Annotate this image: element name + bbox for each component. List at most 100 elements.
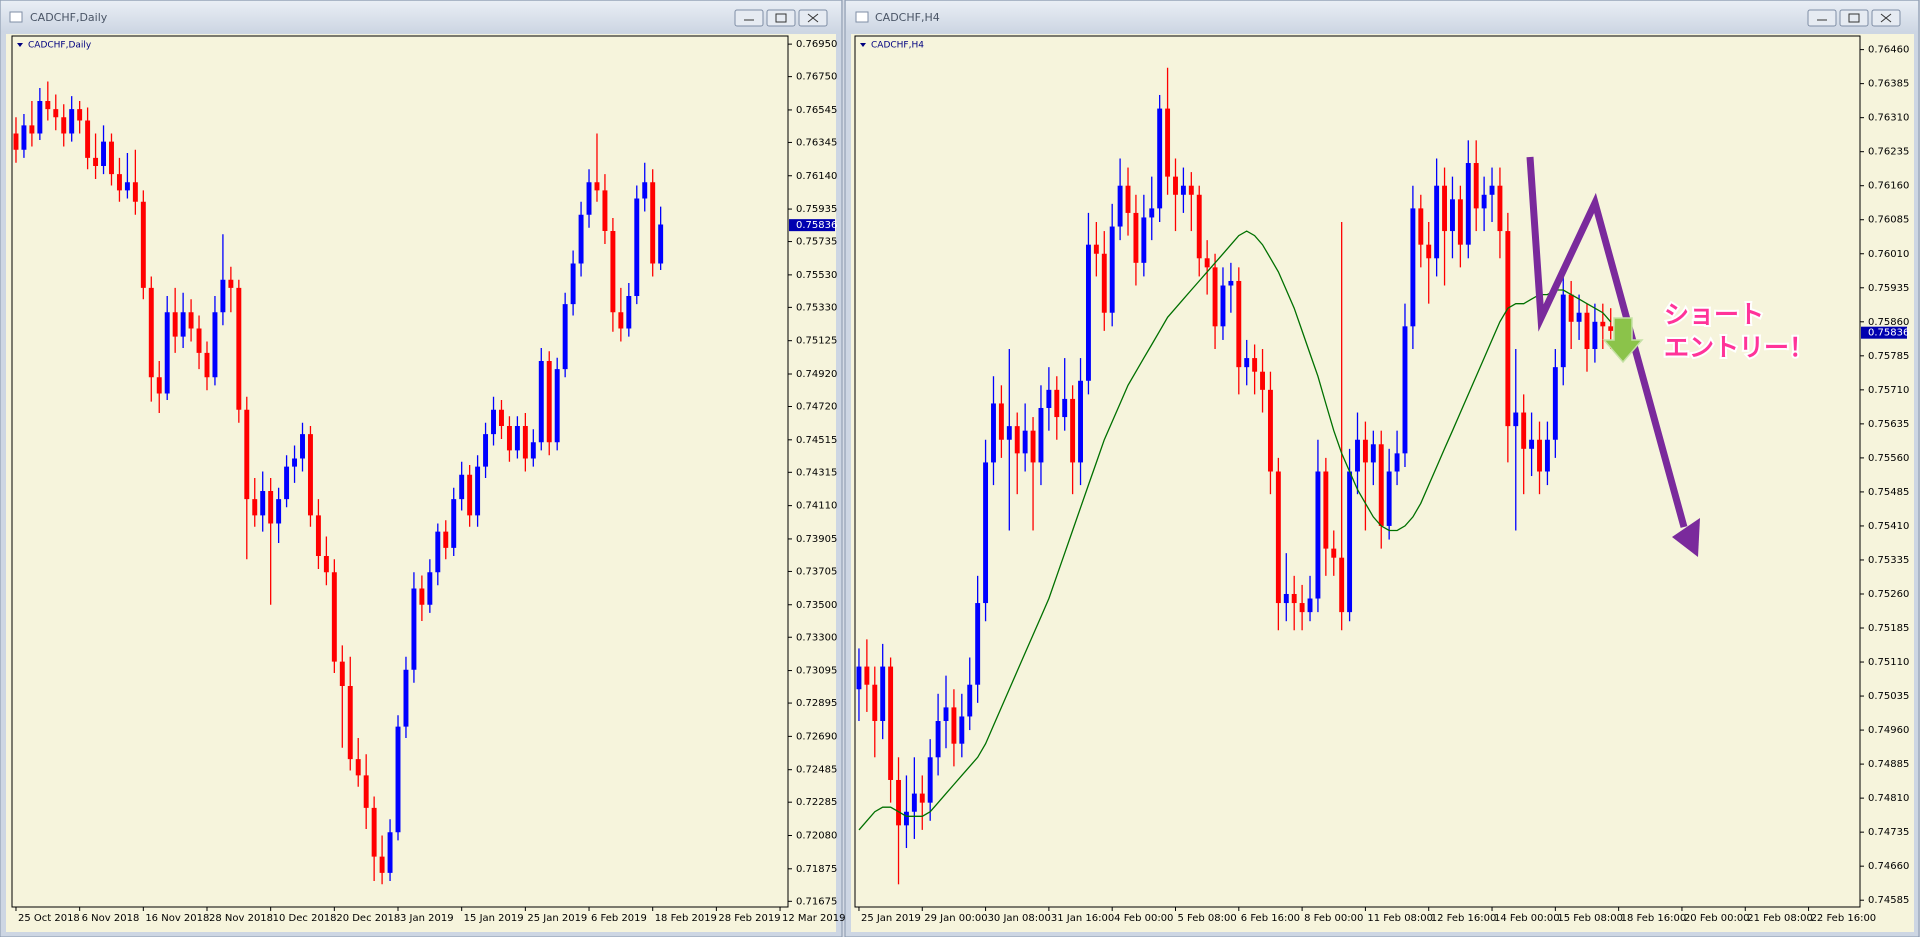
candle-body xyxy=(602,190,608,231)
x-tick-label: 25 Oct 2018 xyxy=(18,913,80,924)
candle-body xyxy=(856,666,862,690)
candle-body xyxy=(1568,294,1574,322)
maximize-button[interactable] xyxy=(1839,9,1869,27)
candle-body xyxy=(1228,280,1234,286)
candle-body xyxy=(124,182,130,191)
x-tick-label: 21 Feb 08:00 xyxy=(1747,913,1813,924)
candle-body xyxy=(1544,439,1550,472)
candle-body xyxy=(1355,439,1360,472)
candle-body xyxy=(927,757,933,803)
candle-body xyxy=(1093,244,1099,254)
candle-body xyxy=(1180,185,1186,195)
y-tick-label: 0.74585 xyxy=(1868,895,1909,906)
y-tick-label: 0.72690 xyxy=(796,731,837,742)
candle-body xyxy=(1323,471,1329,549)
candle-body xyxy=(1252,358,1258,372)
x-tick-label: 6 Nov 2018 xyxy=(82,913,140,924)
candle-body xyxy=(1434,185,1440,259)
maximize-button[interactable] xyxy=(766,9,796,27)
y-tick-label: 0.75735 xyxy=(796,237,837,248)
candle-body xyxy=(427,572,433,605)
candle-body xyxy=(61,117,67,134)
candle-body xyxy=(1552,367,1558,440)
title-bar[interactable] xyxy=(846,1,1918,32)
x-tick-label: 18 Feb 16:00 xyxy=(1621,913,1687,924)
y-tick-label: 0.75110 xyxy=(1868,657,1909,668)
y-tick-label: 0.76345 xyxy=(796,137,837,148)
candle-body xyxy=(435,531,441,573)
candle-body xyxy=(903,811,909,826)
candle-body xyxy=(164,312,170,394)
candle-body xyxy=(1196,194,1202,259)
x-tick-label: 20 Feb 00:00 xyxy=(1684,913,1750,924)
current-price-label: 0.75836 xyxy=(796,220,837,231)
candle-body xyxy=(419,588,425,605)
candle-body xyxy=(443,531,449,548)
candle-body xyxy=(1275,471,1281,604)
candle-body xyxy=(93,157,99,166)
x-tick-label: 6 Feb 2019 xyxy=(591,913,647,924)
y-tick-label: 0.73500 xyxy=(796,600,837,611)
candle-body xyxy=(260,491,266,516)
symbol-label: CADCHF,Daily xyxy=(28,41,92,51)
candle-body xyxy=(594,182,600,191)
title-bar[interactable] xyxy=(1,1,841,32)
candle-body xyxy=(1465,163,1471,245)
candle-body xyxy=(491,409,496,435)
minimize-button[interactable] xyxy=(734,9,764,27)
candle-body xyxy=(252,499,258,516)
candle-body xyxy=(896,779,901,826)
y-tick-label: 0.72895 xyxy=(796,698,837,709)
candle-body xyxy=(618,312,624,329)
window-icon xyxy=(855,11,869,23)
candle-body xyxy=(951,707,957,744)
candle-body xyxy=(1418,208,1424,245)
candle-body xyxy=(1347,471,1353,613)
candle-body xyxy=(1497,185,1503,232)
candle-body xyxy=(1473,163,1479,209)
candle-body xyxy=(911,793,917,812)
candle-body xyxy=(1117,185,1123,227)
y-tick-label: 0.76385 xyxy=(1868,79,1909,90)
candle-body xyxy=(276,499,282,524)
candle-body xyxy=(1370,444,1376,463)
y-tick-label: 0.72285 xyxy=(796,797,837,808)
candle-body xyxy=(1014,426,1020,454)
x-tick-label: 6 Feb 16:00 xyxy=(1241,913,1300,924)
candle-body xyxy=(45,101,51,110)
candle-body xyxy=(1030,430,1036,463)
y-tick-label: 0.75635 xyxy=(1868,419,1909,430)
candle-body xyxy=(315,515,321,556)
candle-body xyxy=(562,304,568,370)
candle-body xyxy=(156,377,162,394)
candle-body xyxy=(1426,244,1432,259)
y-tick-label: 0.74660 xyxy=(1868,861,1909,872)
candle-body xyxy=(967,684,973,717)
candle-body xyxy=(522,426,528,459)
maximize-glyph xyxy=(775,13,787,23)
candle-body xyxy=(37,101,43,134)
x-tick-label: 16 Nov 2018 xyxy=(145,913,209,924)
candle-body xyxy=(1188,185,1194,195)
candle-body xyxy=(1085,244,1091,381)
candle-body xyxy=(1070,398,1076,463)
candle-body xyxy=(101,141,106,166)
candle-body xyxy=(77,109,83,121)
candle-body xyxy=(586,182,592,215)
minimize-button[interactable] xyxy=(1807,9,1837,27)
candle-body xyxy=(514,426,520,451)
y-tick-label: 0.75485 xyxy=(1868,487,1909,498)
candle-body xyxy=(204,352,210,378)
candle-body xyxy=(1054,389,1060,418)
y-tick-label: 0.76460 xyxy=(1868,45,1909,56)
candle-body xyxy=(546,361,552,443)
candle-body xyxy=(228,279,234,288)
candle-body xyxy=(1521,412,1527,449)
candle-body xyxy=(1394,453,1400,472)
y-tick-label: 0.75860 xyxy=(1868,317,1909,328)
candle-body xyxy=(1283,593,1289,604)
candle-body xyxy=(1109,226,1115,313)
candle-body xyxy=(1157,108,1163,209)
candle-body xyxy=(355,759,361,776)
candle-body xyxy=(578,214,584,264)
